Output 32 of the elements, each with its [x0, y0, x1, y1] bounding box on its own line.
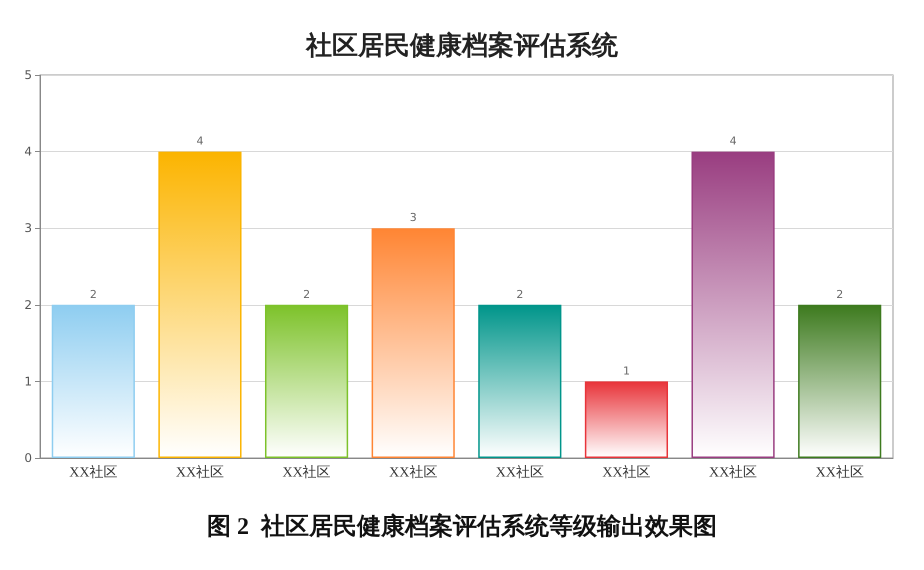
x-tick-label: XX社区: [69, 464, 118, 480]
bar: [158, 152, 242, 458]
y-tick-label: 4: [24, 144, 32, 159]
y-tick-label: 2: [24, 298, 32, 312]
x-tick-label: XX社区: [602, 464, 651, 480]
x-tick-label: XX社区: [496, 464, 544, 480]
data-label: 4: [730, 134, 737, 148]
bar: [798, 304, 882, 458]
caption: 图 2 社区居民健康档案评估系统等级输出效果图: [207, 512, 717, 540]
bar: [478, 304, 562, 458]
x-tick-label: XX社区: [282, 464, 331, 480]
y-tick-label: 3: [24, 221, 32, 236]
y-tick-label: 5: [24, 68, 32, 82]
y-tick-label: 0: [24, 451, 32, 465]
y-tick-label: 1: [24, 374, 32, 388]
data-label: 4: [196, 134, 204, 148]
data-label: 1: [622, 364, 630, 378]
x-tick-label: XX社区: [708, 464, 758, 480]
chart-title: 社区居民健康档案评估系统: [305, 31, 619, 61]
data-label: 3: [410, 211, 417, 224]
bar: [691, 152, 775, 458]
x-tick-label: XX社区: [816, 464, 864, 480]
data-label: 2: [90, 288, 97, 301]
data-label: 2: [836, 288, 844, 301]
x-tick-label: XX社区: [176, 464, 224, 480]
data-label: 2: [303, 288, 310, 301]
data-label: 2: [516, 288, 524, 301]
bar: [52, 304, 135, 458]
bar: [264, 304, 348, 458]
x-tick-label: XX社区: [389, 464, 438, 480]
bar: [584, 381, 668, 458]
bar: [372, 228, 455, 458]
